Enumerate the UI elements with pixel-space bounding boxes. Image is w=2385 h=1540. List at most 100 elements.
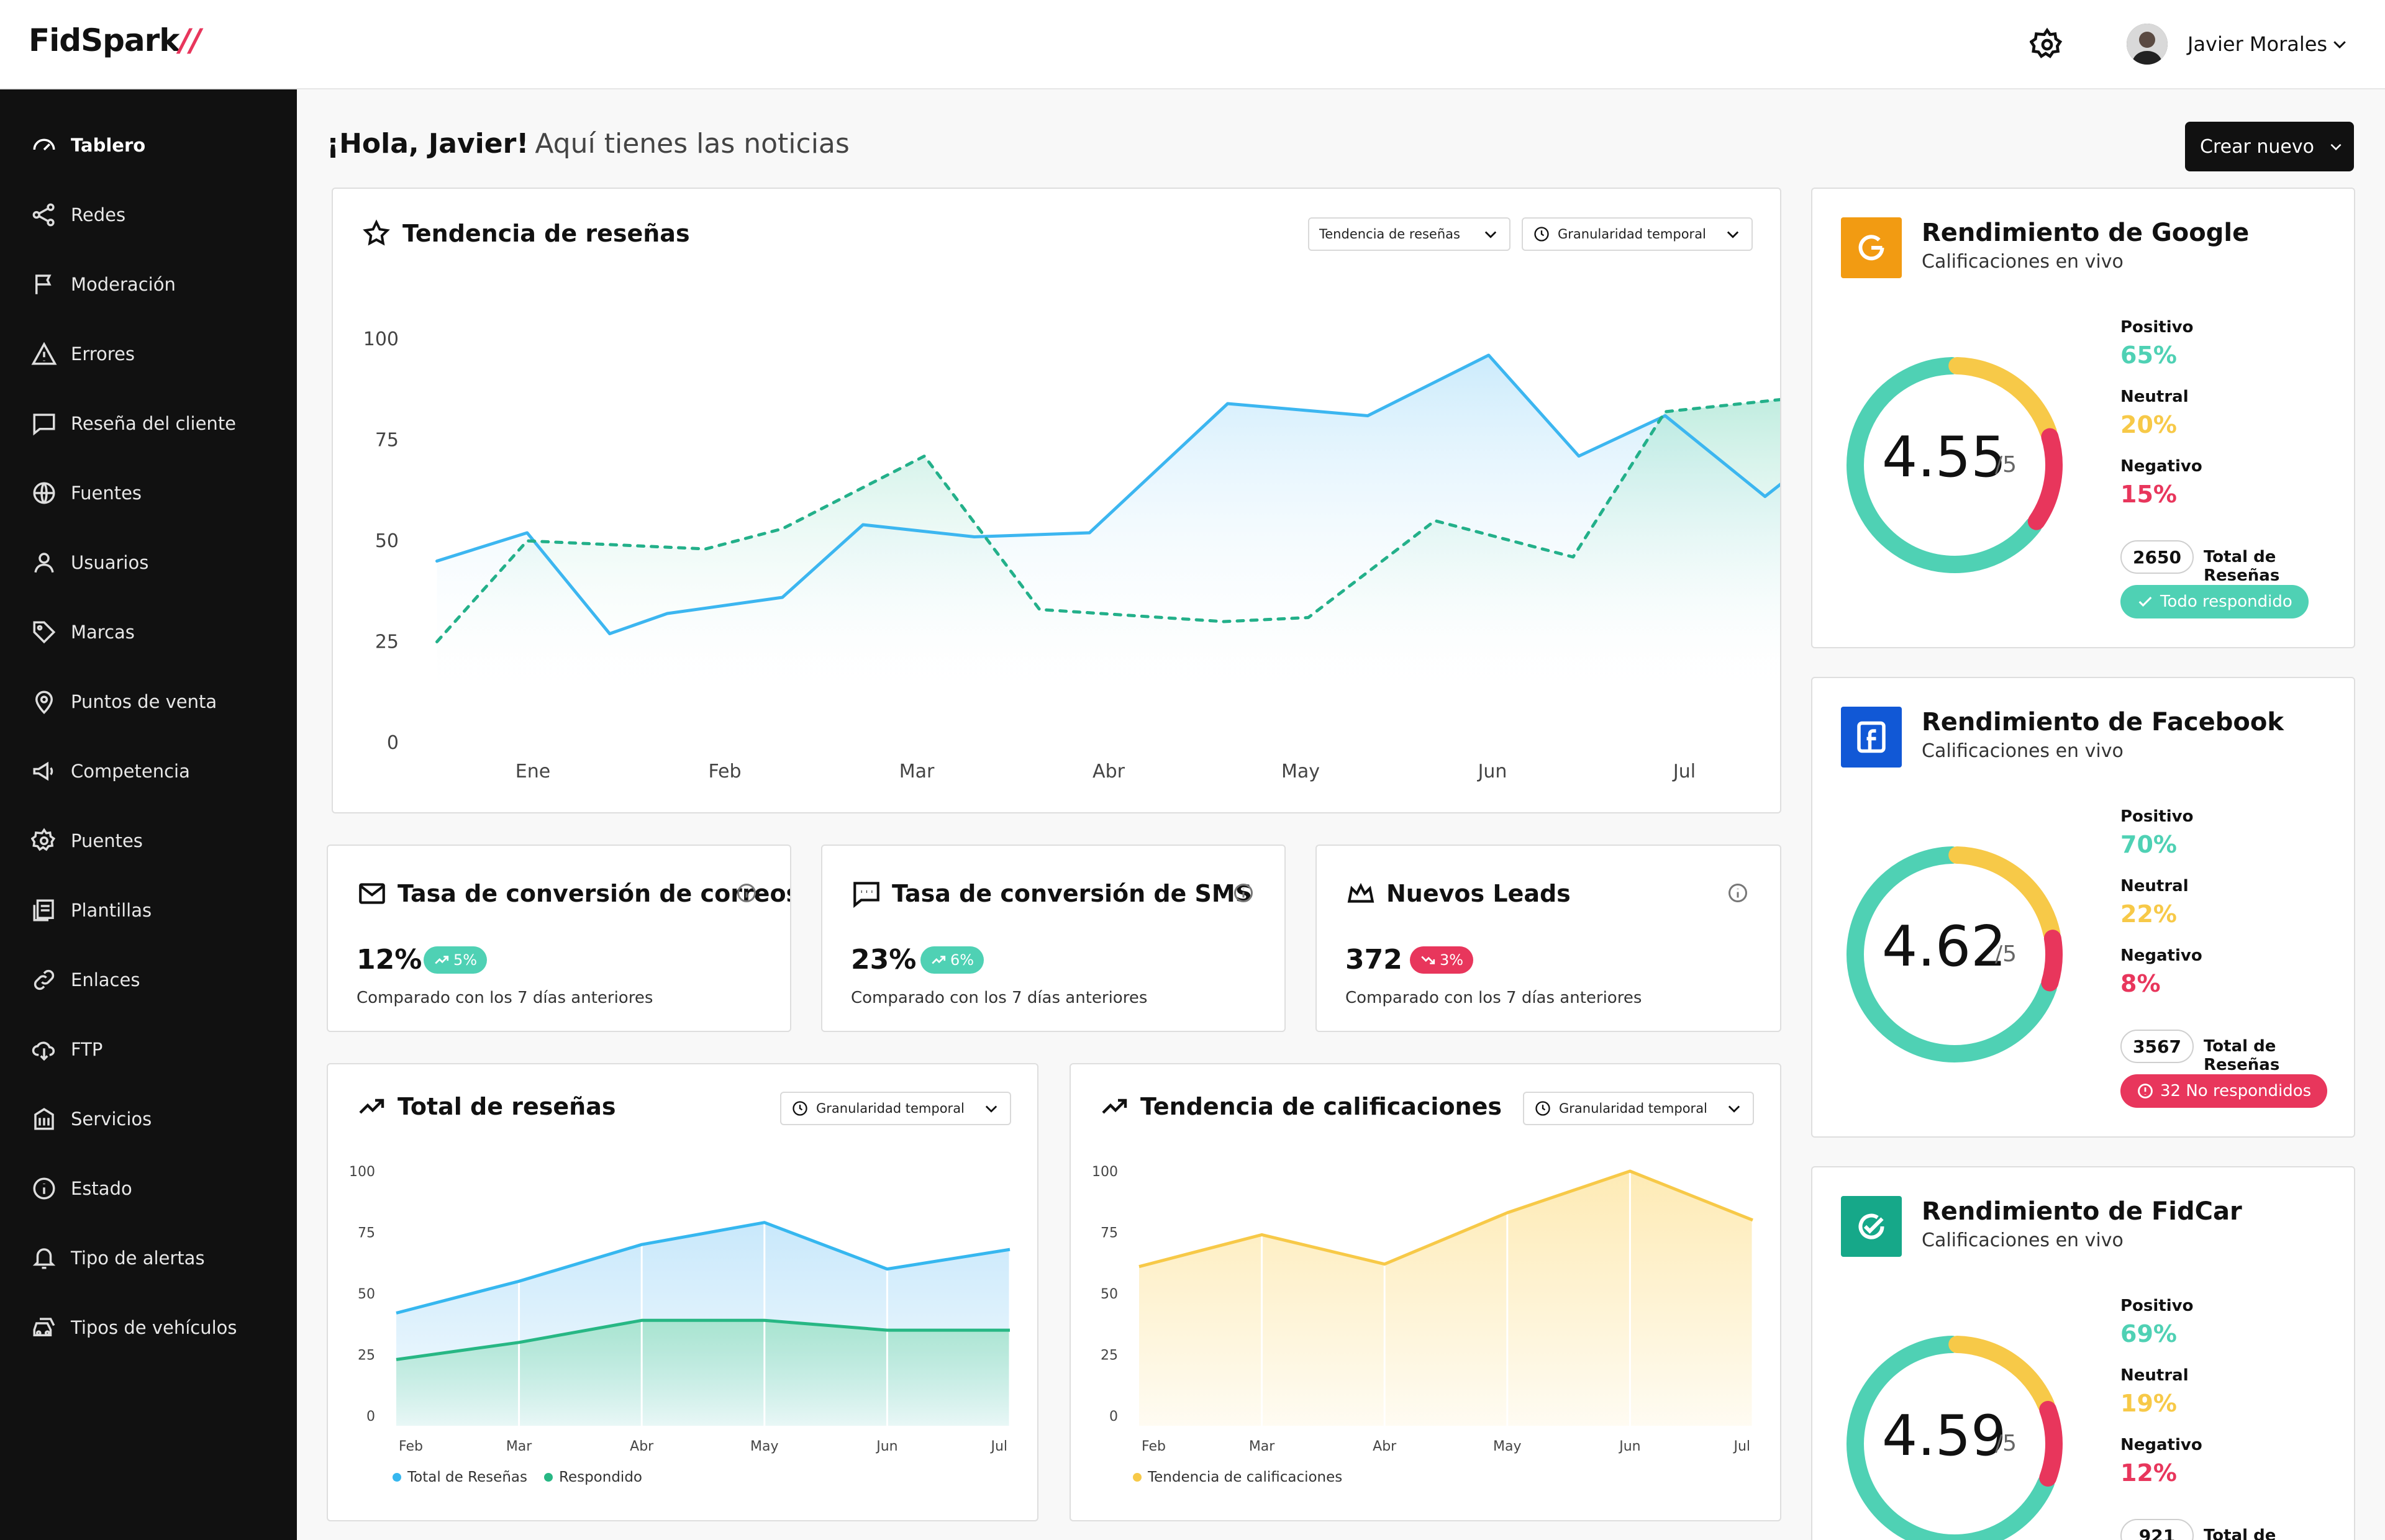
total-reviews-label: Total de Reseñas	[2204, 548, 2280, 585]
info-icon[interactable]	[735, 882, 758, 904]
sidebar-item-enlaces[interactable]: Enlaces	[31, 961, 279, 999]
rating-donut	[1847, 846, 2063, 1062]
sidebar-item-resena-cliente[interactable]: Reseña del cliente	[31, 405, 279, 442]
page-title: ¡Hola, Javier! Aquí tienes las noticias	[327, 128, 850, 160]
x-tick-label: Abr	[630, 1439, 654, 1454]
avatar[interactable]	[2127, 24, 2168, 65]
brand-logo[interactable]: FidSpark//	[29, 22, 201, 58]
sidebar-item-estado[interactable]: Estado	[31, 1170, 279, 1207]
negative-label: Negativo	[2120, 946, 2202, 965]
sidebar-item-errores[interactable]: Errores	[31, 335, 279, 373]
rating-donut	[1847, 357, 2063, 573]
bell-icon	[32, 1248, 56, 1269]
sidebar-item-servicios[interactable]: Servicios	[31, 1100, 279, 1138]
kpi-value: 12%	[357, 944, 422, 976]
sidebar-item-moderacion[interactable]: Moderación	[31, 266, 279, 303]
rating-trend-card: Tendencia de calificaciones Granularidad…	[1070, 1063, 1781, 1521]
top-bar: FidSpark// Javier Morales	[0, 0, 2385, 89]
x-tick-label: Feb	[1142, 1439, 1166, 1454]
x-tick-label: Jul	[1732, 1439, 1750, 1454]
sidebar-item-tipos-vehiculos[interactable]: Tipos de vehículos	[31, 1309, 279, 1346]
fidcar-logo-icon	[1841, 1196, 1902, 1257]
status-badge[interactable]: Todo respondido	[2120, 585, 2309, 618]
sidebar-item-plantillas[interactable]: Plantillas	[31, 892, 279, 929]
neutral-value: 22%	[2120, 900, 2177, 928]
message-square-icon	[33, 414, 55, 436]
star-icon	[363, 219, 390, 246]
sidebar-item-competencia[interactable]: Competencia	[31, 753, 279, 790]
sidebar: Tablero Redes Moderación Errores Reseña …	[0, 89, 297, 1540]
sidebar-item-label: Tipos de vehículos	[71, 1317, 237, 1338]
negative-label: Negativo	[2120, 457, 2202, 476]
positive-arc	[1847, 357, 2042, 573]
sidebar-item-puntos-venta[interactable]: Puntos de venta	[31, 683, 279, 720]
y-tick-label: 0	[387, 732, 399, 754]
sidebar-item-fuentes[interactable]: Fuentes	[31, 474, 279, 512]
y-tick-label: 50	[358, 1287, 375, 1302]
google-logo-icon	[1841, 217, 1902, 278]
x-tick-label: Abr	[1093, 761, 1125, 782]
neutral-value: 20%	[2120, 411, 2177, 438]
warning-triangle-icon	[31, 342, 57, 365]
status-badge[interactable]: 32 No respondidos	[2120, 1074, 2328, 1108]
chevron-down-icon	[985, 1105, 997, 1113]
card-title: Rendimiento de Facebook	[1922, 708, 2284, 736]
positive-value: 70%	[2120, 831, 2177, 858]
neutral-arc	[1948, 846, 2061, 942]
rating-value: 4.55	[1882, 425, 2007, 490]
gear-icon[interactable]	[2030, 27, 2065, 62]
series-area	[437, 399, 1780, 693]
y-tick-label: 0	[366, 1409, 375, 1424]
y-tick-label: 25	[358, 1348, 375, 1364]
chevron-down-icon[interactable]	[2330, 35, 2349, 53]
trend-up-icon	[1102, 1098, 1127, 1114]
sidebar-item-label: Moderación	[71, 274, 176, 295]
positive-label: Positivo	[2120, 1297, 2194, 1315]
total-reviews-count: 3567	[2120, 1030, 2194, 1063]
sidebar-item-label: Usuarios	[71, 552, 149, 573]
kpi-comparison: Comparado con los 7 días anteriores	[1345, 989, 1642, 1007]
x-tick-label: Jul	[1672, 761, 1696, 782]
sidebar-item-tablero[interactable]: Tablero	[31, 127, 279, 164]
negative-label: Negativo	[2120, 1436, 2202, 1454]
time-granularity-select[interactable]: Granularidad temporal	[780, 1092, 1011, 1125]
crown-icon	[1347, 882, 1374, 903]
sidebar-item-redes[interactable]: Redes	[31, 196, 279, 233]
create-new-button[interactable]: Crear nuevo	[2185, 122, 2354, 171]
card-title: Tendencia de reseñas	[361, 219, 690, 248]
link-icon	[34, 969, 55, 990]
sidebar-item-marcas[interactable]: Marcas	[31, 614, 279, 651]
y-tick-label: 25	[375, 632, 399, 653]
info-icon[interactable]	[1232, 882, 1255, 904]
sidebar-item-ftp[interactable]: FTP	[31, 1031, 279, 1068]
positive-arc	[1847, 1336, 2055, 1540]
sidebar-item-tipo-alertas[interactable]: Tipo de alertas	[31, 1239, 279, 1277]
trend-down-icon	[1421, 956, 1435, 964]
sidebar-item-label: Servicios	[71, 1108, 152, 1130]
positive-value: 69%	[2120, 1320, 2177, 1348]
time-granularity-select[interactable]: Granularidad temporal	[1522, 217, 1753, 251]
chat-bubble-icon	[853, 882, 879, 908]
chevron-down-icon	[2330, 143, 2342, 151]
info-icon[interactable]	[1727, 882, 1749, 904]
card-title: Rendimiento de FidCar	[1922, 1197, 2242, 1226]
rating-denominator: /5	[1995, 452, 2017, 478]
time-granularity-select[interactable]: Granularidad temporal	[1523, 1092, 1754, 1125]
x-tick-label: Feb	[399, 1439, 423, 1454]
total-reviews-card: Total de reseñas Granularidad temporal 1…	[327, 1063, 1038, 1521]
series-area	[1139, 1171, 1753, 1426]
x-tick-label: Jul	[989, 1439, 1007, 1454]
sidebar-item-usuarios[interactable]: Usuarios	[31, 544, 279, 581]
series-line	[435, 398, 1780, 643]
x-tick-label: Mar	[1249, 1439, 1275, 1454]
sidebar-item-puentes[interactable]: Puentes	[31, 822, 279, 859]
total-reviews-chart: 100 75 50 25 0 Feb Mar Abr May Jun Jul	[349, 1164, 1011, 1454]
x-tick-label: Jun	[1618, 1439, 1640, 1454]
flag-icon	[35, 274, 52, 294]
series-line	[396, 1221, 1011, 1315]
negative-arc	[2039, 1401, 2063, 1487]
card-title: Tendencia de calificaciones	[1099, 1092, 1502, 1121]
review-type-select[interactable]: Tendencia de reseñas	[1308, 217, 1510, 251]
kpi-title: Tasa de conversión de SMS	[851, 878, 1252, 909]
user-name[interactable]: Javier Morales	[2187, 32, 2328, 56]
